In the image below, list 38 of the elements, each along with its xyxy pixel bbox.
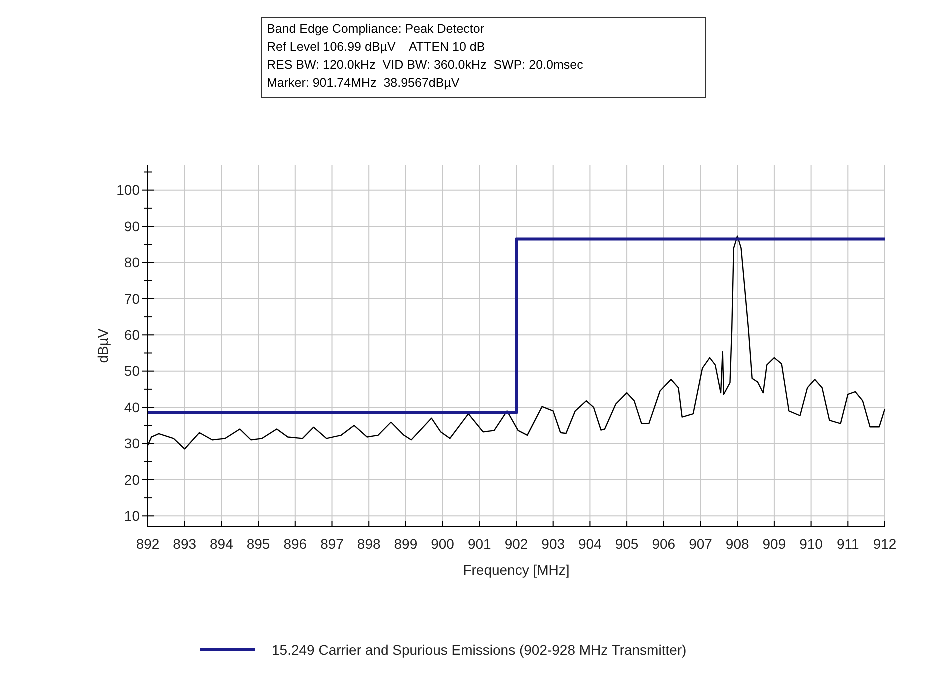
text: RES BW: 120.0kHz VID BW: 360.0kHz SWP: 20.0msec xyxy=(267,58,584,72)
x-tick-label: 893 xyxy=(173,536,197,552)
y-tick-label: 70 xyxy=(124,290,140,307)
x-tick-label: 906 xyxy=(652,536,676,552)
x-tick-label: 904 xyxy=(578,536,602,552)
x-tick-label: 901 xyxy=(468,536,492,552)
y-tick-label: 100 xyxy=(116,182,140,198)
x-tick-label: 902 xyxy=(504,536,528,552)
y-tick-label: 90 xyxy=(124,218,140,234)
x-tick-label: 892 xyxy=(136,536,160,552)
y-tick-label: 10 xyxy=(124,508,140,524)
x-tick-label: 910 xyxy=(800,536,824,552)
x-tick-label: 907 xyxy=(689,536,713,552)
y-tick-label: 80 xyxy=(124,254,140,271)
y-tick-label: 30 xyxy=(124,436,140,452)
x-tick-label: 909 xyxy=(762,536,786,552)
legend-label: 15.249 Carrier and Spurious Emissions (902-928 MHz Transmitter) xyxy=(272,642,687,658)
text: Marker: 901.74MHz 38.9567dBµV xyxy=(267,76,460,90)
x-tick-label: 896 xyxy=(284,536,308,552)
x-axis-title: Frequency [MHz] xyxy=(463,562,570,578)
x-tick-label: 905 xyxy=(615,536,639,552)
x-tick-label: 895 xyxy=(246,536,270,552)
y-tick-label: 60 xyxy=(124,327,140,344)
y-tick-label: 20 xyxy=(124,472,140,488)
x-tick-label: 911 xyxy=(836,536,860,552)
y-tick-label: 40 xyxy=(124,399,140,416)
x-tick-label: 898 xyxy=(357,536,381,552)
y-axis-title: dBµV xyxy=(95,328,111,364)
x-tick-label: 894 xyxy=(210,536,234,552)
x-tick-label: 912 xyxy=(873,536,897,552)
chart-title: Band Edge Compliance: Peak Detector xyxy=(267,22,484,36)
x-tick-label: 897 xyxy=(320,536,344,552)
x-tick-label: 908 xyxy=(726,536,750,552)
x-tick-label: 899 xyxy=(394,536,418,552)
y-tick-label: 50 xyxy=(124,363,140,380)
x-tick-label: 900 xyxy=(431,536,455,552)
text: Ref Level 106.99 dBµV ATTEN 10 dB xyxy=(267,40,486,54)
x-tick-label: 903 xyxy=(542,536,566,552)
